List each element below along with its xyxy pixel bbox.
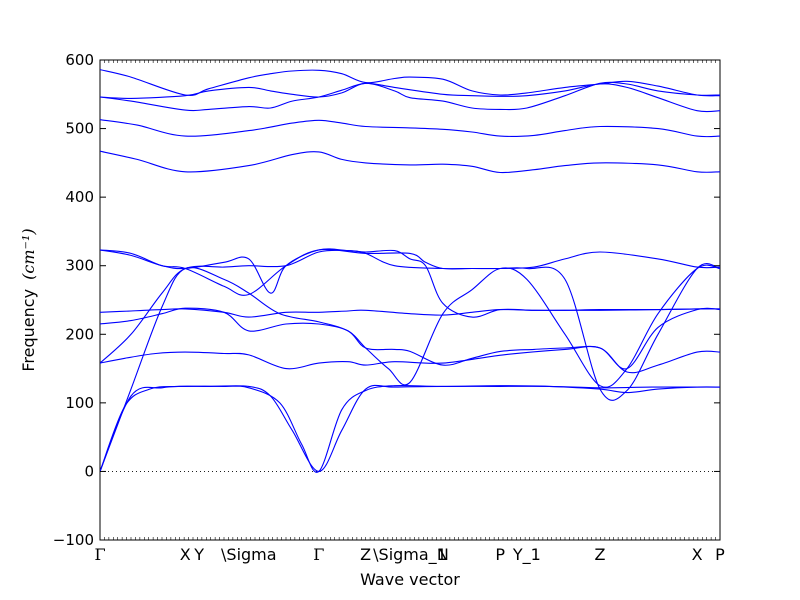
x-tick-label: Z: [595, 545, 606, 564]
x-tick-label: Z: [360, 545, 371, 564]
x-axis-label: Wave vector: [360, 570, 460, 589]
band-line-3: [100, 345, 720, 374]
x-tick-label: X: [180, 545, 191, 564]
plot-frame: [99, 59, 721, 541]
x-tick-label: \Sigma: [221, 545, 277, 564]
y-tick-label: 0: [84, 462, 94, 480]
x-tick-label: P: [715, 545, 725, 564]
y-tick-label: 600: [65, 51, 94, 69]
band-line-7: [100, 308, 720, 318]
x-ticks-group: Γ X Y \Sigma Γ Z \Sigma_1N P Y_1 Z X P: [94, 60, 725, 565]
x-tick-label: \Sigma_1: [373, 545, 447, 565]
y-tick-label: 100: [65, 394, 94, 412]
y-tick-label: −100: [53, 531, 94, 549]
y-axis-label: Frequency (cm⁻¹): [19, 228, 38, 371]
x-tick-label: Γ: [313, 545, 324, 564]
y-axis-label-unit: (cm⁻¹): [19, 228, 38, 279]
band-line-8: [100, 248, 720, 318]
band-line-2: [100, 384, 720, 473]
y-tick-label: 400: [65, 188, 94, 206]
x-tick-label: N: [437, 545, 449, 564]
band-line-14: [100, 69, 720, 97]
x-tick-label: Γ: [94, 545, 105, 564]
x-tick-label: X: [692, 545, 703, 564]
plot-area: Γ X Y \Sigma Γ Z \Sigma_1N P Y_1 Z X P −10001002003…: [53, 51, 725, 565]
y-axis-label-text: Frequency: [19, 289, 38, 372]
band-line-11: [100, 119, 720, 138]
y-tick-label: 200: [65, 325, 94, 343]
x-tick-label: Y: [193, 545, 204, 564]
band-line-9: [100, 248, 720, 296]
y-ticks-group: −100 0 100 200 300 400 500 600: [53, 51, 720, 549]
band-line-10: [100, 150, 720, 174]
x-tick-label: Y_1: [512, 545, 541, 565]
y-tick-label: 300: [65, 257, 94, 275]
y-tick-label: 500: [65, 120, 94, 138]
x-tick-label: P: [495, 545, 505, 564]
band-line-12: [100, 82, 720, 113]
series-group: [100, 69, 720, 473]
band-line-6: [100, 307, 720, 370]
